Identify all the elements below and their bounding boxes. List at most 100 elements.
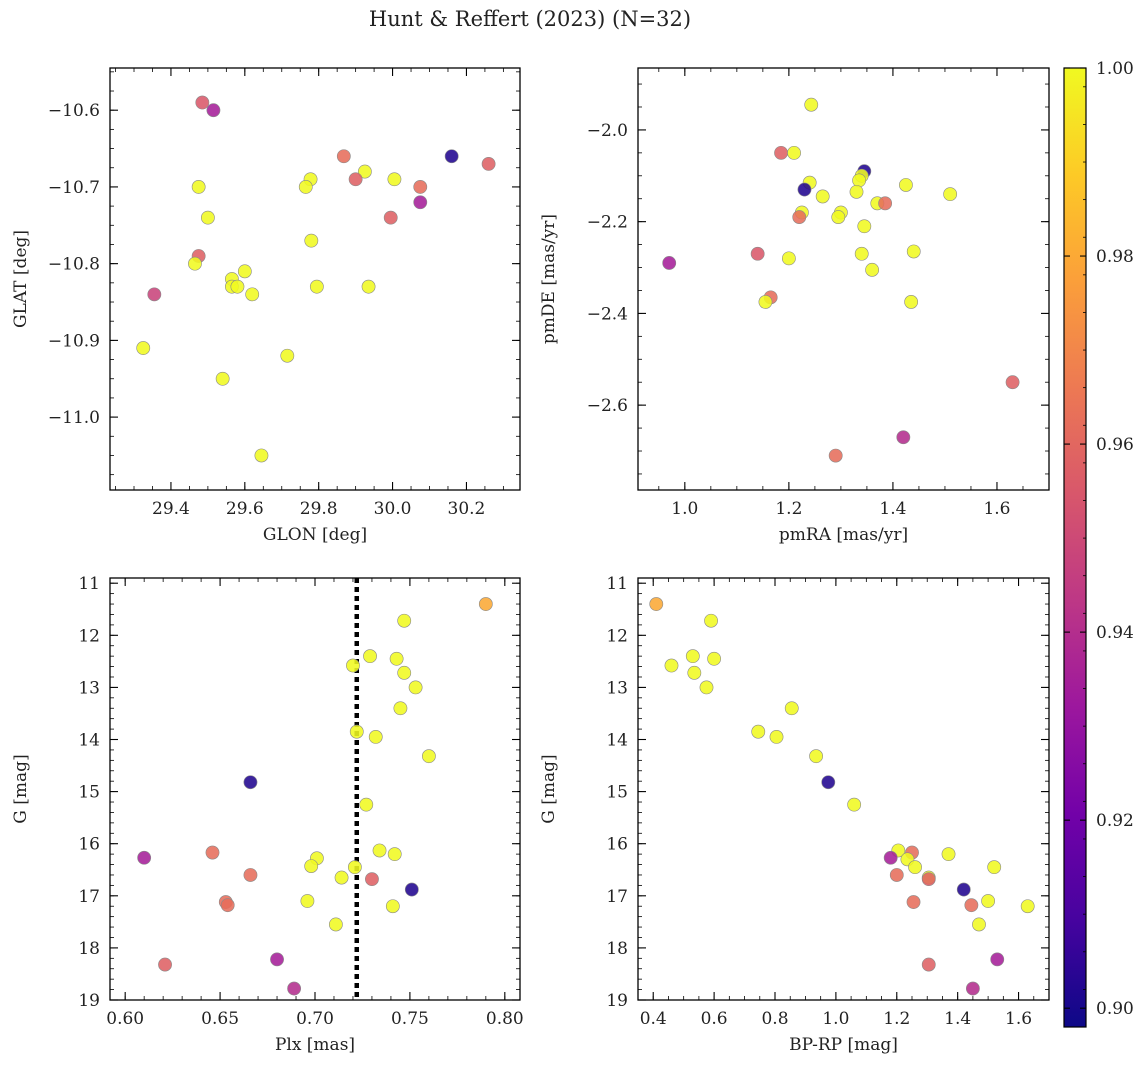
data-point <box>368 730 383 744</box>
data-point <box>787 145 801 160</box>
data-point <box>906 895 921 909</box>
data-point <box>1020 899 1035 914</box>
data-point <box>334 870 349 885</box>
data-point <box>191 180 206 194</box>
data-point <box>280 348 295 363</box>
data-point <box>254 448 269 463</box>
colorbar-gradient <box>1063 67 1087 1028</box>
x-tick-label: 1.4 <box>879 499 906 519</box>
data-point <box>328 917 343 932</box>
data-point <box>707 651 722 666</box>
y-tick-label: −10.9 <box>48 331 100 351</box>
x-tick-label: 1.0 <box>671 499 698 519</box>
data-point <box>147 287 162 302</box>
data-point <box>908 860 922 875</box>
data-point <box>481 157 496 171</box>
x-tick-label: 1.0 <box>822 1009 849 1029</box>
data-point <box>348 172 363 187</box>
x-tick-label: 0.60 <box>106 1009 144 1029</box>
data-point <box>304 233 319 248</box>
data-point <box>304 859 319 874</box>
data-point <box>365 872 379 887</box>
data-point <box>804 97 819 112</box>
x-tick-label: 0.65 <box>201 1009 239 1029</box>
y-tick-label: −2.4 <box>587 304 628 324</box>
x-axis-label: BP-RP [mag] <box>789 1035 898 1055</box>
data-point <box>865 262 880 277</box>
data-point <box>298 180 313 194</box>
data-point <box>188 256 202 271</box>
data-point <box>243 868 258 882</box>
data-point <box>372 843 387 858</box>
data-point <box>649 597 664 611</box>
data-point <box>200 210 215 225</box>
data-point <box>965 981 980 996</box>
data-point <box>792 210 807 224</box>
data-point <box>359 797 374 812</box>
data-point <box>987 860 1002 875</box>
axes-frame <box>637 577 1050 1001</box>
data-point <box>821 775 836 790</box>
data-point <box>404 882 419 897</box>
colorbar-tick-label: 1.00 <box>1096 59 1134 79</box>
data-point <box>750 246 765 261</box>
data-point <box>205 845 220 860</box>
data-point <box>849 184 864 199</box>
data-point <box>237 264 252 279</box>
data-point <box>906 244 921 259</box>
y-tick-label: 12 <box>78 626 100 646</box>
data-point <box>769 730 784 744</box>
data-point <box>699 680 714 695</box>
x-tick-label: 0.8 <box>761 1009 788 1029</box>
data-point <box>346 658 360 673</box>
y-tick-label: −10.8 <box>48 255 100 275</box>
data-point <box>809 749 823 764</box>
figure-title: Hunt & Reffert (2023) (N=32) <box>369 7 691 31</box>
data-point <box>899 178 913 192</box>
data-point <box>685 649 700 664</box>
data-point <box>687 665 702 680</box>
data-point <box>941 847 956 862</box>
panel-glon-glat: 29.4 29.6 29.8 30.0 30.2 −10.6 −10.7 −10.8 −10.9… <box>11 67 521 545</box>
data-point <box>389 651 404 666</box>
y-tick-label: 13 <box>78 678 100 698</box>
colorbar-tick-label: 0.92 <box>1096 811 1134 831</box>
data-point <box>361 279 376 294</box>
x-tick-label: 0.70 <box>296 1009 334 1029</box>
data-point <box>921 872 936 887</box>
y-tick-label: 12 <box>606 626 628 646</box>
data-point <box>444 149 459 164</box>
x-axis-label: Plx [mas] <box>275 1035 355 1055</box>
data-point <box>883 850 898 865</box>
axes-frame <box>109 67 521 491</box>
data-point <box>387 847 402 862</box>
data-point <box>397 613 412 628</box>
data-point <box>195 95 210 110</box>
axes-frame <box>637 67 1050 491</box>
data-point <box>309 279 324 294</box>
y-tick-label: 19 <box>606 991 628 1011</box>
x-axis-label: pmRA [mas/yr] <box>779 525 908 545</box>
x-tick-label: 0.80 <box>486 1009 524 1029</box>
x-tick-label: 29.6 <box>226 499 264 519</box>
data-point <box>393 701 408 716</box>
data-point <box>206 103 221 118</box>
data-point <box>781 251 796 266</box>
data-point <box>758 295 773 309</box>
data-point <box>662 256 677 270</box>
x-tick-label: 1.2 <box>883 1009 910 1029</box>
data-point <box>751 724 766 739</box>
data-point <box>664 658 679 673</box>
y-tick-label: 19 <box>78 991 100 1011</box>
y-tick-label: 15 <box>78 783 100 803</box>
data-point <box>704 613 718 628</box>
data-point <box>478 597 493 611</box>
y-tick-label: −10.6 <box>48 101 100 121</box>
x-tick-label: 1.6 <box>983 499 1010 519</box>
y-tick-label: 11 <box>606 574 628 594</box>
data-point <box>904 295 919 309</box>
x-axis-label: GLON [deg] <box>263 525 367 545</box>
y-tick-label: 17 <box>606 887 628 907</box>
data-point <box>158 957 172 972</box>
y-tick-label: 18 <box>78 939 100 959</box>
